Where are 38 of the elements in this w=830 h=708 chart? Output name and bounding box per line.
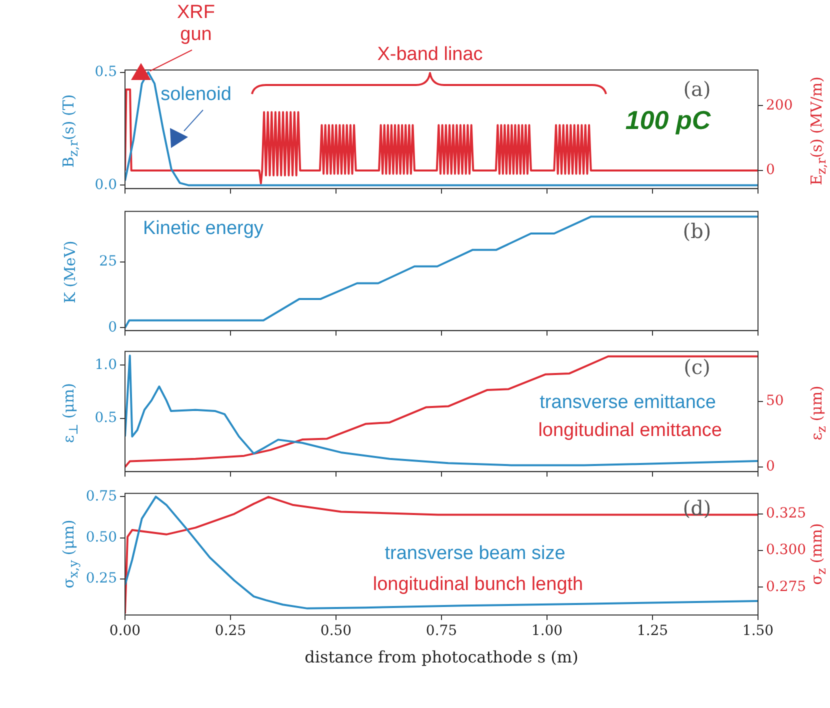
text: transverse emittance [540, 392, 716, 414]
y-tick-label: 0.25 [86, 570, 117, 586]
y2-tick-label: 0.300 [766, 542, 806, 558]
y-tick-label: 0.75 [86, 488, 117, 504]
annotation: (d) [682, 496, 712, 520]
y-tick-label: 1.0 [94, 356, 117, 373]
y2-tick-label: 0 [766, 162, 775, 178]
y2-tick-label: 0.275 [766, 578, 806, 595]
x-tick-label: 1.50 [742, 623, 774, 640]
annotation: (b) [682, 219, 712, 243]
series-label: solenoid [160, 84, 232, 106]
y-tick-label: 0.5 [94, 410, 117, 426]
annotation: 100 pC [625, 105, 711, 136]
text: Kinetic energy [143, 218, 264, 240]
y-tick-label: 0.5 [94, 64, 117, 80]
y2-tick-label: 50 [766, 392, 784, 409]
x-tick-label: 0.50 [320, 623, 352, 640]
y2-tick-label: 0 [766, 458, 775, 475]
x-tick-label: 0.25 [214, 623, 246, 640]
x-tick-label: 0.75 [426, 623, 458, 640]
y-axis-title: K (MeV) [61, 240, 79, 304]
annotation: (c) [684, 355, 710, 379]
text: longitudinal bunch length [372, 574, 584, 596]
y-tick-label: 0 [108, 319, 117, 336]
y-tick-label: 0.50 [86, 529, 117, 546]
text: XRF gun [176, 2, 216, 46]
annotation: (a) [683, 77, 711, 101]
y2-tick-label: 0.325 [766, 506, 806, 522]
text: longitudinal emittance [538, 420, 722, 442]
x-tick-label: 0.00 [109, 623, 141, 640]
x-tick-label: 1.25 [636, 623, 668, 640]
text: X-band linac [377, 44, 483, 66]
y2-tick-label: 200 [766, 97, 793, 114]
text: transverse beam size [384, 543, 566, 565]
y-tick-label: 25 [99, 254, 117, 270]
y-tick-label: 0.0 [94, 176, 117, 193]
x-axis-title: distance from photocathode s (m) [304, 648, 578, 667]
x-tick-label: 1.00 [531, 623, 563, 640]
